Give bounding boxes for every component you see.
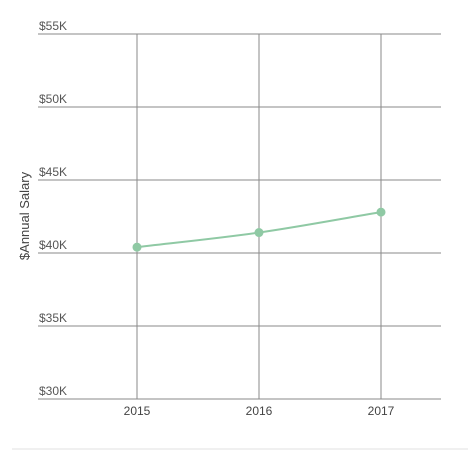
y-tick-label-1: $50K	[39, 92, 67, 106]
x-axis-tick-labels: 2015 2016 2017	[124, 404, 395, 418]
y-tick-label-0: $55K	[39, 19, 67, 33]
data-point-2015[interactable]	[132, 242, 142, 252]
x-tick-label-0: 2015	[124, 404, 151, 418]
vertical-gridlines	[136, 34, 382, 399]
x-tick-label-2: 2017	[368, 404, 395, 418]
horizontal-gridlines	[38, 33, 441, 400]
y-tick-label-3: $40K	[39, 238, 67, 252]
y-tick-label-4: $35K	[39, 311, 67, 325]
y-axis-tick-labels: $55K $50K $45K $40K $35K $30K	[39, 19, 67, 398]
series-group	[132, 207, 386, 252]
data-point-2016[interactable]	[254, 228, 264, 238]
y-tick-label-5: $30K	[39, 384, 67, 398]
data-point-2017[interactable]	[376, 207, 386, 217]
y-tick-label-2: $45K	[39, 165, 67, 179]
x-tick-label-1: 2016	[246, 404, 273, 418]
y-axis-title: $Annual Salary	[17, 171, 32, 260]
